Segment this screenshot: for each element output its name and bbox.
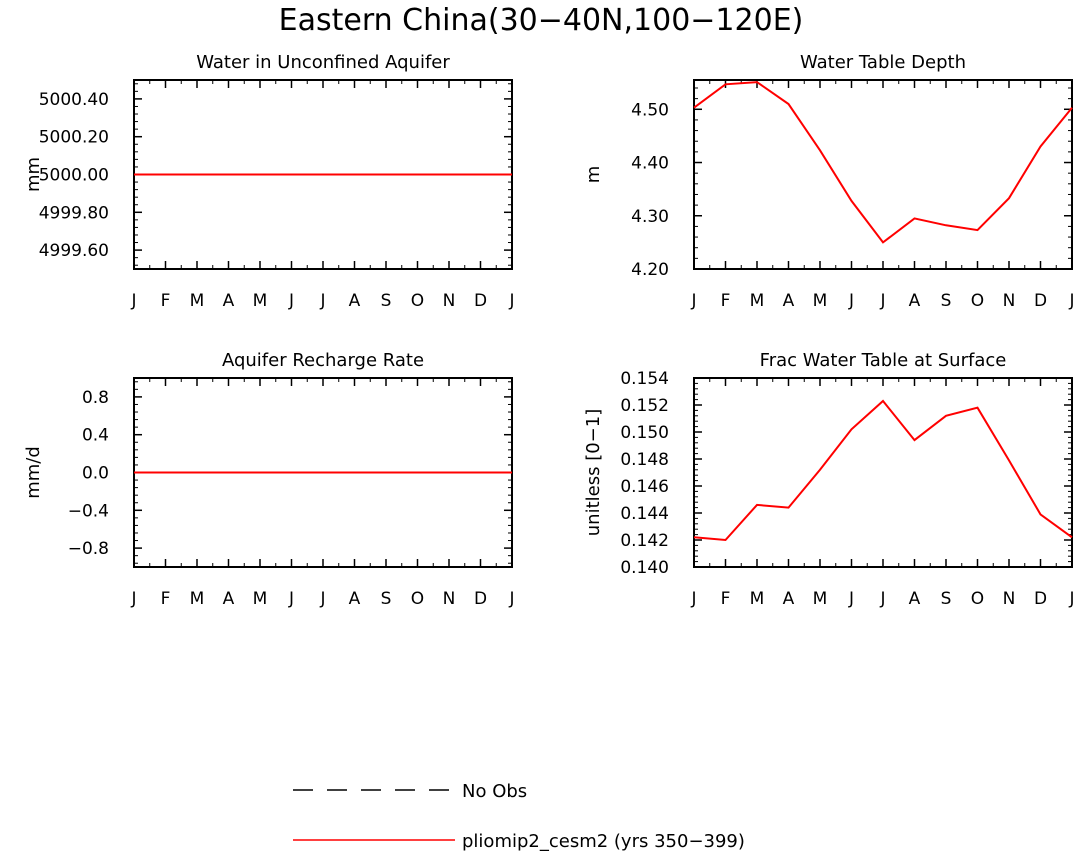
x-tick-label: M	[253, 589, 268, 609]
y-tick-label: 4.30	[631, 207, 669, 227]
x-tick-label: J	[1068, 589, 1074, 609]
x-tick-label: M	[750, 589, 765, 609]
y-tick-label: 0.144	[620, 504, 669, 524]
x-tick-label: F	[161, 589, 171, 609]
y-tick-label: 4.50	[631, 100, 669, 120]
series-line	[693, 399, 1073, 542]
y-tick-label: 0.8	[82, 388, 109, 408]
x-tick-label: F	[721, 291, 731, 311]
x-tick-label: J	[690, 589, 696, 609]
legend-label-1: No Obs	[462, 781, 527, 802]
x-tick-label: J	[508, 291, 514, 311]
y-tick-label: 0.4	[82, 426, 109, 446]
x-tick-label: S	[381, 291, 392, 311]
x-tick-label: M	[190, 589, 205, 609]
panel-title: Water in Unconfined Aquifer	[196, 52, 450, 73]
x-tick-label: N	[443, 291, 456, 311]
plot-frame	[693, 79, 1073, 270]
x-tick-label: A	[909, 291, 921, 311]
x-tick-label: M	[813, 589, 828, 609]
y-axis-label: mm/d	[23, 446, 44, 499]
y-tick-label: 0.140	[620, 558, 669, 578]
x-tick-label: S	[941, 589, 952, 609]
x-tick-label: D	[474, 291, 487, 311]
x-tick-label: J	[1068, 291, 1074, 311]
y-tick-label: 0.0	[82, 464, 109, 484]
x-tick-label: A	[783, 589, 795, 609]
x-tick-label: D	[1034, 291, 1047, 311]
x-tick-label: A	[349, 589, 361, 609]
x-tick-label: F	[721, 589, 731, 609]
y-tick-label: −0.4	[68, 501, 109, 521]
x-tick-label: J	[848, 589, 854, 609]
y-tick-label: 0.148	[620, 450, 669, 470]
x-tick-label: J	[508, 589, 514, 609]
legend-label-2: pliomip2_cesm2 (yrs 350−399)	[462, 831, 745, 852]
y-tick-label: 5000.20	[39, 128, 109, 148]
figure-title: Eastern China(30−40N,100−120E)	[279, 3, 804, 38]
x-tick-label: N	[1003, 589, 1016, 609]
x-tick-label: J	[848, 291, 854, 311]
x-tick-label: D	[474, 589, 487, 609]
x-tick-label: F	[161, 291, 171, 311]
x-tick-label: D	[1034, 589, 1047, 609]
x-tick-label: A	[909, 589, 921, 609]
y-tick-label: 4999.60	[39, 241, 109, 261]
y-tick-label: 4999.80	[39, 203, 109, 223]
chart-panel-4: Frac Water Table at Surface unitless [0−1…	[583, 350, 1075, 609]
x-tick-label: N	[1003, 291, 1016, 311]
x-tick-label: A	[223, 291, 235, 311]
y-tick-label: 0.150	[620, 423, 669, 443]
y-axis-label: mm	[23, 157, 44, 192]
x-tick-label: J	[319, 291, 325, 311]
x-tick-label: N	[443, 589, 456, 609]
x-tick-label: J	[288, 291, 294, 311]
y-tick-label: 4.40	[631, 154, 669, 174]
x-tick-label: M	[190, 291, 205, 311]
x-tick-label: O	[411, 589, 424, 609]
x-tick-label: M	[253, 291, 268, 311]
y-tick-label: −0.8	[68, 539, 109, 559]
legend: No Obs pliomip2_cesm2 (yrs 350−399)	[293, 781, 745, 852]
x-tick-label: O	[971, 291, 984, 311]
y-axis-label: unitless [0−1]	[583, 409, 604, 536]
x-tick-label: A	[349, 291, 361, 311]
y-tick-label: 0.154	[620, 369, 669, 389]
y-tick-label: 0.152	[620, 396, 669, 416]
series-line	[693, 81, 1073, 244]
panel-title: Water Table Depth	[800, 52, 966, 73]
x-tick-label: J	[130, 589, 136, 609]
x-tick-label: A	[783, 291, 795, 311]
x-tick-label: M	[750, 291, 765, 311]
x-tick-label: S	[381, 589, 392, 609]
x-tick-label: M	[813, 291, 828, 311]
y-tick-label: 5000.00	[39, 166, 109, 186]
x-tick-label: J	[130, 291, 136, 311]
panel-title: Aquifer Recharge Rate	[222, 350, 424, 371]
y-tick-label: 4.20	[631, 260, 669, 280]
y-axis-label: m	[583, 166, 604, 184]
y-tick-label: 5000.40	[39, 90, 109, 110]
x-tick-label: S	[941, 291, 952, 311]
x-tick-label: J	[319, 589, 325, 609]
x-tick-label: J	[690, 291, 696, 311]
y-tick-label: 0.146	[620, 477, 669, 497]
panel-title: Frac Water Table at Surface	[760, 350, 1007, 371]
x-tick-label: J	[879, 589, 885, 609]
x-tick-label: J	[879, 291, 885, 311]
x-tick-label: J	[288, 589, 294, 609]
y-tick-label: 0.142	[620, 531, 669, 551]
x-tick-label: A	[223, 589, 235, 609]
x-tick-label: O	[411, 291, 424, 311]
x-tick-label: O	[971, 589, 984, 609]
